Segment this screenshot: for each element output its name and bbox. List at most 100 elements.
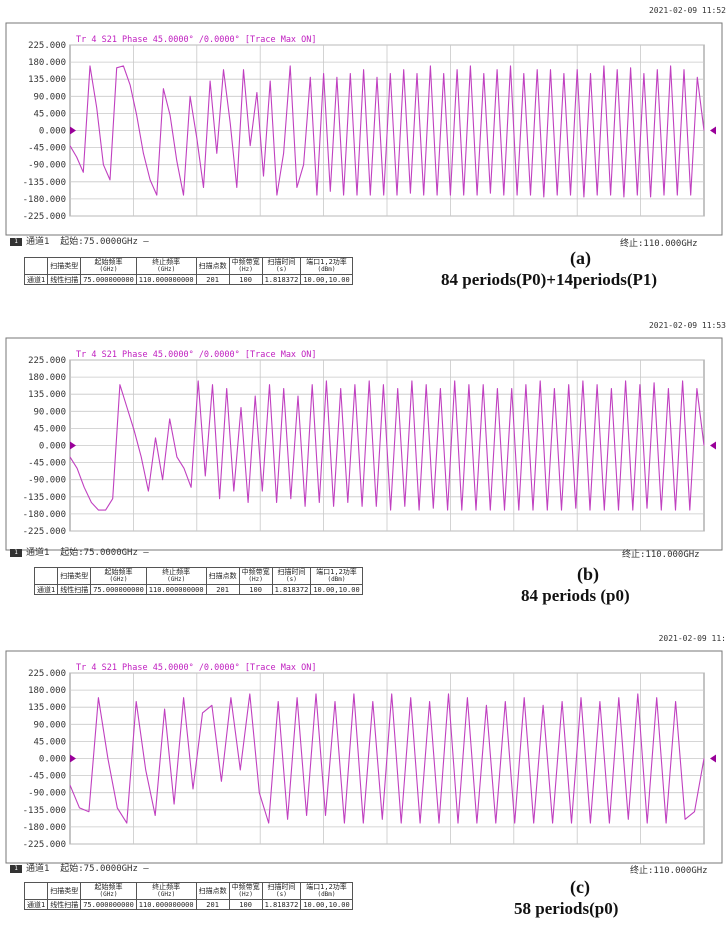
panel-a: 2021-02-09 11:52 225.000 180.000 135.000 90… bbox=[0, 0, 728, 300]
phase-plot-b: 225.000 180.000 135.000 90.000 45.000 0.000 -4… bbox=[5, 337, 723, 551]
y-tick-label: 225.000 bbox=[28, 356, 66, 366]
panel-c: 2021-02-09 11: 225.000 180.000 135.000 90.0… bbox=[0, 628, 728, 927]
panel-b: 2021-02-09 11:53 225.000 180.000 135.000 90… bbox=[0, 315, 728, 615]
instrument-frame bbox=[5, 650, 723, 864]
phase-trace bbox=[69, 693, 705, 824]
table-header: 扫描时间 (s) bbox=[271, 567, 312, 585]
y-tick-label: 0.000 bbox=[39, 127, 66, 137]
table-cell: 10.00,10.00 bbox=[300, 899, 353, 910]
table-header: 扫描点数 bbox=[205, 567, 240, 585]
panel-letter: (a) bbox=[570, 248, 591, 268]
panel-caption: 84 periods(P0)+14periods(P1) bbox=[441, 270, 658, 289]
phase-plot-a: 225.000 180.000 135.000 90.000 45.000 0.000 -4… bbox=[5, 22, 723, 236]
phase-plot-c: 225.000 180.000 135.000 90.000 45.000 0.000 -4… bbox=[5, 650, 723, 864]
stop-frequency: 终止:110.000GHz bbox=[630, 866, 708, 876]
y-tick-label: 45.000 bbox=[33, 109, 66, 119]
table-header-blank bbox=[23, 882, 49, 900]
table-cell: 75.000000000 bbox=[80, 274, 137, 285]
y-tick-label: -90.000 bbox=[28, 476, 66, 486]
y-tick-label: -180.000 bbox=[23, 195, 66, 205]
timestamp: 2021-02-09 11: bbox=[658, 634, 726, 643]
phase-trace bbox=[69, 65, 705, 198]
y-tick-label: 90.000 bbox=[33, 407, 66, 417]
y-tick-label: -45.000 bbox=[28, 772, 66, 782]
y-tick-label: -180.000 bbox=[23, 823, 66, 833]
panel-caption: 84 periods (p0) bbox=[521, 586, 630, 605]
sweep-table: 扫描类型 起始频率 (GHz) 终止频率 (GHz) 扫描点数 中频带宽 (Hz) 扫描时间 (s… bbox=[33, 567, 363, 595]
table-header: 扫描点数 bbox=[195, 882, 230, 900]
channel-name: 通道1 bbox=[26, 548, 50, 558]
table-header: 中频带宽 (Hz) bbox=[228, 882, 263, 900]
channel-name: 通道1 bbox=[26, 864, 50, 874]
reference-marker-left-icon bbox=[70, 441, 76, 450]
table-cell: 10.00,10.00 bbox=[300, 274, 353, 285]
sweep-table: 扫描类型 起始频率 (GHz) 终止频率 (GHz) 扫描点数 中频带宽 (Hz) 扫描时间 (s… bbox=[23, 882, 353, 910]
y-tick-label: 45.000 bbox=[33, 424, 66, 434]
table-header: 起始频率 (GHz) bbox=[80, 882, 137, 900]
y-tick-label: -135.000 bbox=[23, 493, 66, 503]
timestamp: 2021-02-09 11:53 bbox=[648, 321, 726, 330]
sweep-table: 扫描类型 起始频率 (GHz) 终止频率 (GHz) 扫描点数 中频带宽 (Hz) 扫描时间 (s… bbox=[23, 257, 353, 285]
table-header: 端口1,2功率 (dBm) bbox=[310, 567, 363, 585]
start-frequency: 起始:75.0000GHz bbox=[60, 548, 138, 558]
y-tick-label: 225.000 bbox=[28, 41, 66, 51]
table-cell: 线性扫描 bbox=[47, 274, 82, 285]
table-header: 终止频率 (GHz) bbox=[135, 257, 197, 275]
table-header: 起始频率 (GHz) bbox=[80, 257, 137, 275]
table-header: 扫描时间 (s) bbox=[261, 882, 302, 900]
y-tick-label: 90.000 bbox=[33, 92, 66, 102]
reference-marker-right-icon bbox=[710, 126, 716, 135]
stop-frequency: 终止:110.000GHz bbox=[622, 550, 700, 560]
y-tick-label: 180.000 bbox=[28, 58, 66, 68]
y-tick-label: 135.000 bbox=[28, 703, 66, 713]
y-tick-label: 45.000 bbox=[33, 737, 66, 747]
table-cell: 100 bbox=[238, 584, 273, 595]
y-tick-label: -90.000 bbox=[28, 161, 66, 171]
y-tick-label: 0.000 bbox=[39, 755, 66, 765]
table-cell: 通道1 bbox=[23, 274, 49, 285]
trace-header: Tr 4 S21 Phase 45.0000° /0.0000° [Trace … bbox=[76, 350, 317, 360]
table-cell: 110.000000000 bbox=[135, 899, 197, 910]
panel-letter: (b) bbox=[577, 564, 599, 584]
table-cell: 线性扫描 bbox=[57, 584, 92, 595]
channel-name: 通道1 bbox=[26, 237, 50, 247]
y-tick-label: -225.000 bbox=[23, 840, 66, 850]
table-header: 中频带宽 (Hz) bbox=[238, 567, 273, 585]
table-cell: 100 bbox=[228, 899, 263, 910]
trace-header: Tr 4 S21 Phase 45.0000° /0.0000° [Trace … bbox=[76, 663, 317, 673]
y-tick-label: 180.000 bbox=[28, 373, 66, 383]
table-header: 起始频率 (GHz) bbox=[90, 567, 147, 585]
channel-start-label: 1 通道1 起始:75.0000GHz — bbox=[10, 234, 149, 247]
table-cell: 10.00,10.00 bbox=[310, 584, 363, 595]
table-header: 端口1,2功率 (dBm) bbox=[300, 882, 353, 900]
y-tick-label: 135.000 bbox=[28, 75, 66, 85]
y-tick-label: 0.000 bbox=[39, 442, 66, 452]
channel-start-label: 1 通道1 起始:75.0000GHz — bbox=[10, 545, 149, 558]
reference-marker-right-icon bbox=[710, 441, 716, 450]
reference-marker-right-icon bbox=[710, 754, 716, 763]
channel-icon: 1 bbox=[10, 864, 22, 873]
table-cell: 1.818372 bbox=[271, 584, 312, 595]
table-cell: 110.000000000 bbox=[135, 274, 197, 285]
y-tick-label: -135.000 bbox=[23, 178, 66, 188]
y-tick-label: -135.000 bbox=[23, 806, 66, 816]
panel-letter: (c) bbox=[570, 877, 590, 897]
reference-marker-left-icon bbox=[70, 126, 76, 135]
y-tick-label: -45.000 bbox=[28, 144, 66, 154]
table-cell: 线性扫描 bbox=[47, 899, 82, 910]
y-tick-label: 90.000 bbox=[33, 720, 66, 730]
table-cell: 100 bbox=[228, 274, 263, 285]
phase-trace bbox=[69, 380, 705, 511]
table-header: 端口1,2功率 (dBm) bbox=[300, 257, 353, 275]
table-cell: 201 bbox=[195, 274, 230, 285]
table-header-blank bbox=[33, 567, 59, 585]
y-tick-label: -45.000 bbox=[28, 459, 66, 469]
table-header: 终止频率 (GHz) bbox=[135, 882, 197, 900]
table-header-blank bbox=[23, 257, 49, 275]
y-tick-label: -225.000 bbox=[23, 212, 66, 222]
start-frequency: 起始:75.0000GHz bbox=[60, 864, 138, 874]
table-cell: 110.000000000 bbox=[145, 584, 207, 595]
y-tick-label: 225.000 bbox=[28, 669, 66, 679]
table-header: 扫描点数 bbox=[195, 257, 230, 275]
reference-marker-left-icon bbox=[70, 754, 76, 763]
